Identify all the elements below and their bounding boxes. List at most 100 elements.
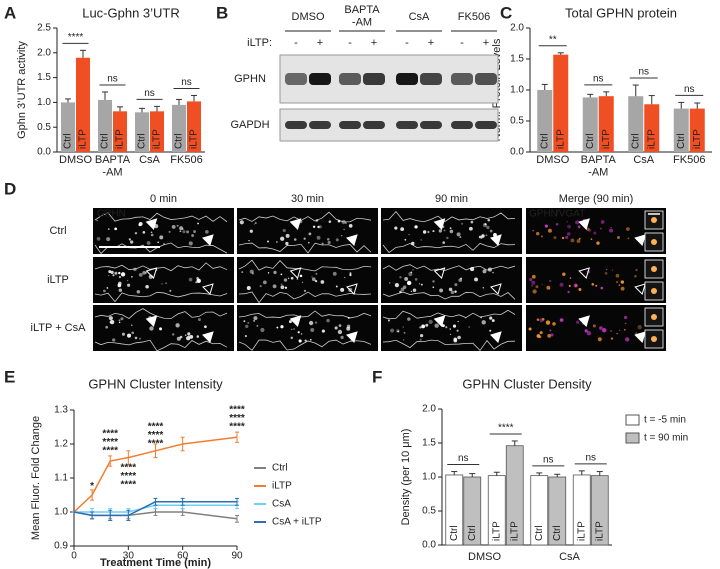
panel-label: F <box>372 367 382 386</box>
treatment-label: DMSO <box>292 11 325 23</box>
arrowhead <box>578 218 590 230</box>
puncta <box>300 333 303 335</box>
bar <box>582 97 598 152</box>
puncta <box>489 229 493 233</box>
puncta <box>146 241 151 245</box>
significance-label: **** <box>102 428 118 439</box>
treatment-sign: + <box>483 37 489 49</box>
puncta <box>249 229 253 233</box>
panel-label: A <box>4 3 16 22</box>
puncta <box>470 267 475 272</box>
puncta <box>627 237 630 240</box>
puncta <box>575 220 580 225</box>
puncta <box>489 316 493 320</box>
puncta <box>128 238 131 241</box>
condition-label: iLTP + CsA <box>31 322 87 334</box>
puncta <box>129 240 134 244</box>
bar <box>76 57 90 153</box>
bar-label: Ctrl <box>534 525 545 541</box>
puncta <box>159 235 164 240</box>
puncta <box>107 228 110 230</box>
bar <box>172 104 186 152</box>
y-axis-label: Mean Fluor. Fold Change <box>30 416 42 540</box>
puncta <box>114 271 118 275</box>
panel-label: B <box>216 3 228 22</box>
puncta <box>287 277 290 280</box>
puncta <box>535 285 539 289</box>
puncta <box>349 273 352 277</box>
puncta <box>487 218 491 222</box>
puncta <box>408 233 410 236</box>
puncta <box>609 228 614 233</box>
puncta <box>317 225 320 229</box>
puncta <box>412 288 417 292</box>
significance-label: ns <box>593 74 604 85</box>
puncta <box>402 326 404 328</box>
puncta <box>453 337 458 342</box>
blot-band <box>396 73 418 85</box>
puncta <box>410 271 413 274</box>
x-tick-label: DMSO <box>536 154 569 166</box>
puncta <box>340 287 345 292</box>
puncta <box>112 274 115 277</box>
panel-label: D <box>4 179 16 198</box>
puncta <box>176 336 181 341</box>
puncta <box>108 316 113 321</box>
y-tick-label: 0.0 <box>510 147 524 158</box>
puncta <box>486 225 490 230</box>
y-tick-label: 1.5 <box>422 438 436 449</box>
arrowhead <box>202 331 214 343</box>
puncta <box>126 279 129 282</box>
puncta <box>617 236 620 239</box>
puncta <box>343 228 345 231</box>
puncta <box>334 326 338 330</box>
puncta <box>315 219 319 222</box>
bar-label: iLTP <box>491 521 502 541</box>
puncta <box>150 233 154 237</box>
puncta <box>118 288 123 292</box>
protein-label: GAPDH <box>230 119 269 131</box>
panel-label: E <box>4 367 15 386</box>
puncta <box>106 287 109 289</box>
puncta <box>195 281 198 284</box>
bar-label: Ctrl <box>63 133 74 149</box>
puncta <box>105 325 109 329</box>
puncta <box>205 230 209 234</box>
puncta <box>600 286 604 290</box>
bar-label: Ctrl <box>449 525 460 541</box>
puncta <box>445 326 448 329</box>
puncta <box>403 331 406 334</box>
y-tick-label: 1.0 <box>510 85 524 96</box>
puncta <box>397 330 400 333</box>
puncta <box>547 228 552 233</box>
puncta <box>311 276 313 278</box>
dendrite-outline <box>382 211 516 223</box>
puncta <box>184 334 187 336</box>
puncta <box>590 238 593 240</box>
puncta <box>566 221 568 223</box>
inset-puncta <box>651 266 657 272</box>
puncta <box>547 333 552 338</box>
puncta <box>610 330 612 332</box>
puncta <box>626 227 630 231</box>
puncta <box>168 230 171 233</box>
y-tick-label: 1.3 <box>54 405 68 416</box>
puncta <box>452 324 457 328</box>
puncta <box>310 327 315 332</box>
arrowhead <box>145 315 158 327</box>
bar-label: Ctrl <box>552 525 563 541</box>
puncta <box>446 236 449 240</box>
puncta <box>449 328 451 330</box>
blot-band <box>396 121 418 129</box>
puncta <box>246 285 251 290</box>
micrograph <box>526 257 666 303</box>
y-tick-label: 2.0 <box>510 23 524 34</box>
bar <box>673 108 689 152</box>
x-tick-label: 30 <box>123 551 135 562</box>
puncta <box>414 225 418 229</box>
significance-label: **** <box>229 422 245 433</box>
arrowhead <box>490 331 502 343</box>
puncta <box>308 232 312 236</box>
puncta <box>118 319 121 322</box>
puncta <box>243 320 246 323</box>
